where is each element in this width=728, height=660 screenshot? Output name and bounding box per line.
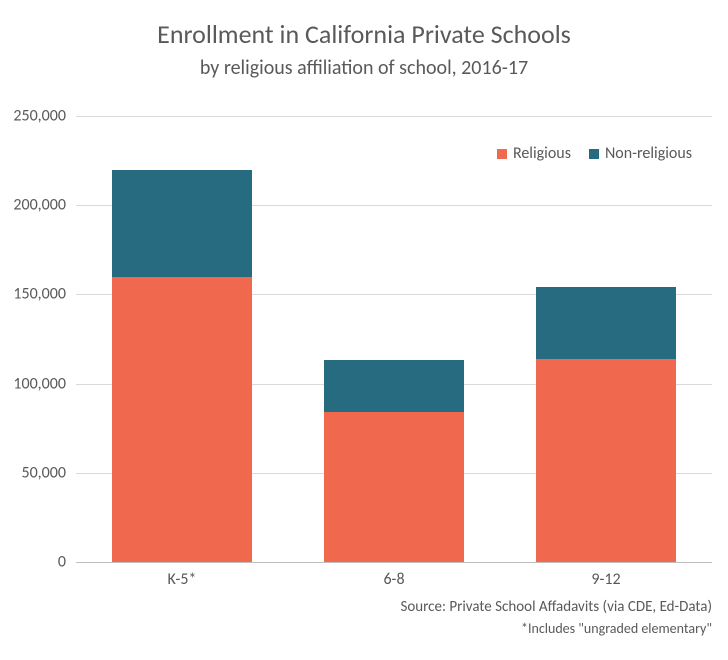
chart-container: Enrollment in California Private Schools… [0, 0, 728, 660]
legend-swatch-religious [497, 149, 507, 159]
y-axis-label: 200,000 [13, 196, 76, 215]
bar-segment-religious [324, 412, 464, 562]
legend-label-religious: Religious [513, 144, 571, 163]
bar-segment-nonreligious [112, 170, 252, 277]
bar-segment-religious [112, 277, 252, 562]
y-axis-label: 50,000 [21, 463, 76, 482]
y-axis-label: 150,000 [13, 285, 76, 304]
chart-subtitle: by religious affiliation of school, 2016… [0, 56, 728, 80]
legend-label-nonreligious: Non-religious [605, 144, 692, 163]
x-axis-label: K-5* [167, 562, 196, 589]
bar-segment-religious [536, 359, 676, 562]
legend-item-nonreligious: Non-religious [589, 144, 692, 163]
bar-group [112, 170, 252, 562]
gridline [76, 116, 712, 117]
y-axis-label: 0 [58, 553, 76, 572]
legend-item-religious: Religious [497, 144, 571, 163]
bar-segment-nonreligious [324, 360, 464, 412]
bar-group [324, 360, 464, 562]
legend: Religious Non-religious [479, 144, 692, 163]
source-line: Source: Private School Affadavits (via C… [400, 598, 712, 616]
legend-swatch-nonreligious [589, 149, 599, 159]
x-axis-label: 9-12 [591, 562, 620, 589]
plot-area: 050,000100,000150,000200,000250,000K-5*6… [76, 116, 712, 563]
y-axis-label: 100,000 [13, 374, 76, 393]
footnote-line: *Includes "ungraded elementary" [521, 620, 712, 637]
x-axis-label: 6-8 [383, 562, 404, 589]
bar-segment-nonreligious [536, 287, 676, 358]
chart-title: Enrollment in California Private Schools [0, 18, 728, 50]
bar-group [536, 287, 676, 562]
y-axis-label: 250,000 [13, 107, 76, 126]
